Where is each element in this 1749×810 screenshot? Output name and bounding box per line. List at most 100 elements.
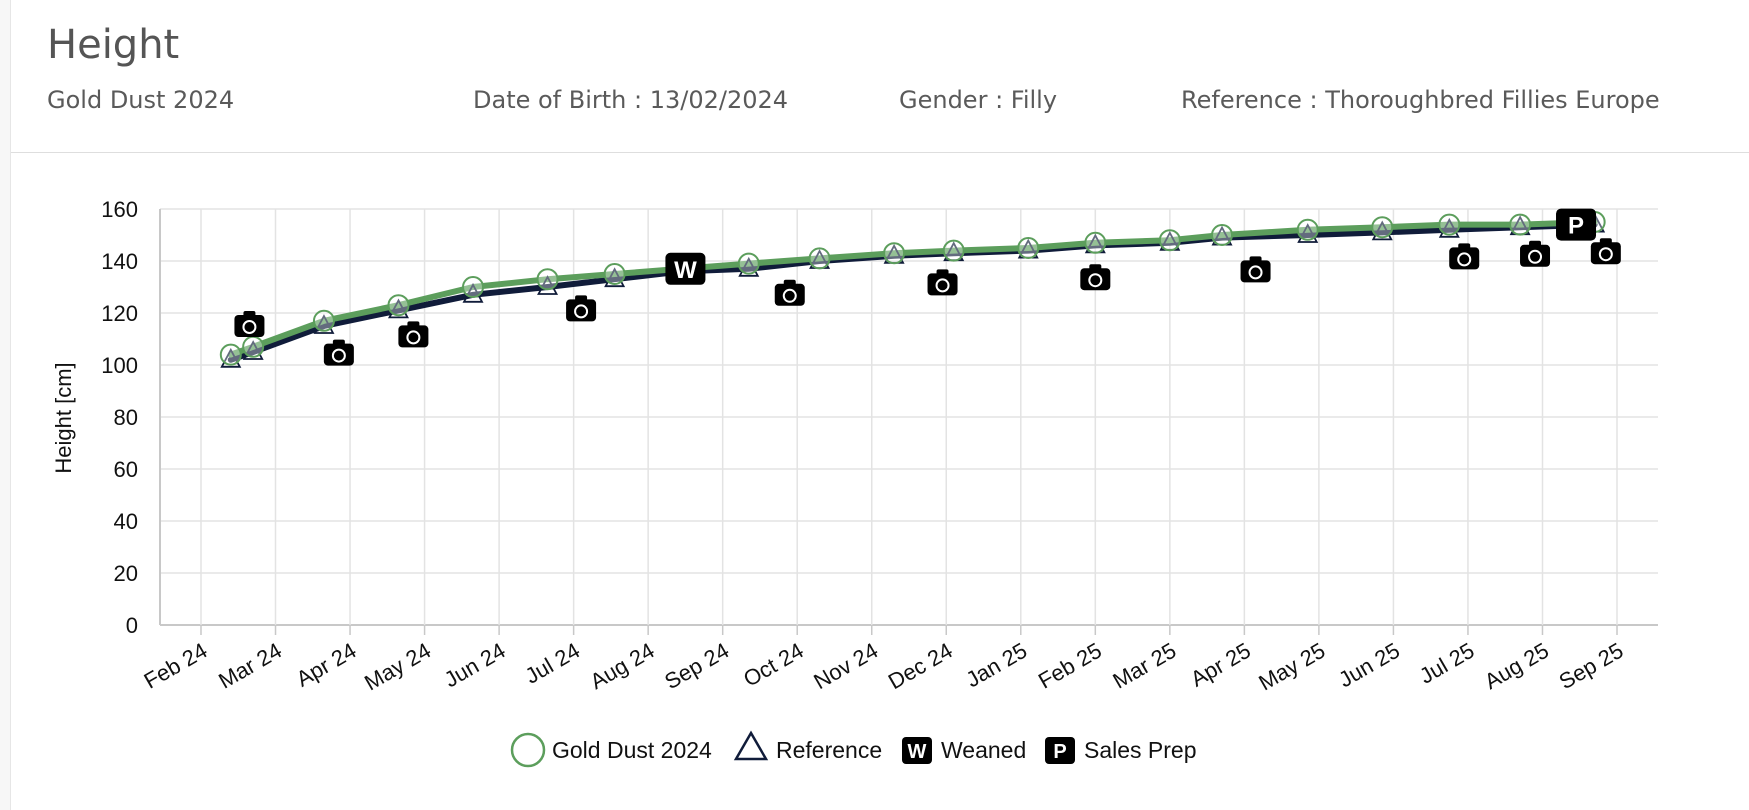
event-marker-box (665, 252, 706, 285)
markers: WP (233, 208, 1622, 367)
horse-point[interactable] (1084, 231, 1107, 254)
camera-icon[interactable] (926, 268, 959, 297)
x-tick-label: Dec 24 (884, 638, 957, 695)
reference-point[interactable] (1438, 217, 1460, 238)
legend-label-weaned: Weaned (941, 737, 1026, 763)
weaned-icon (902, 737, 932, 764)
reference-point[interactable] (313, 314, 335, 334)
camera-icon[interactable] (1519, 239, 1552, 268)
y-tick-label: 20 (114, 561, 138, 586)
camera-icon[interactable] (1079, 263, 1112, 292)
reference-point[interactable] (537, 275, 559, 295)
reference-info: Reference : Thoroughbred Fillies Europe (1181, 86, 1660, 114)
x-tick-label: Mar 24 (214, 638, 286, 694)
sales-prep-icon-glyph: P (1053, 741, 1066, 763)
reference-point[interactable] (220, 347, 242, 368)
horse-point[interactable] (242, 335, 265, 358)
sales-prep-icon (1045, 737, 1075, 764)
reference-point[interactable] (242, 340, 264, 360)
x-tick-label: May 24 (360, 638, 435, 696)
horse-point[interactable] (1438, 213, 1461, 236)
horse-point[interactable] (1509, 213, 1532, 236)
y-tick-label: 0 (126, 613, 138, 638)
horse-point[interactable] (387, 294, 410, 317)
horse-point[interactable] (462, 276, 485, 298)
x-tick-label: Mar 25 (1109, 638, 1181, 694)
sales-prep-marker[interactable]: P (1556, 208, 1597, 241)
legend-circle-icon (510, 732, 546, 768)
camera-icon[interactable] (233, 310, 266, 338)
horse-point[interactable] (737, 252, 760, 275)
legend-item-weaned[interactable]: W Weaned (902, 737, 1026, 764)
reference-point[interactable] (462, 282, 484, 303)
x-tick-label: Sep 25 (1555, 638, 1628, 695)
reference-point[interactable] (738, 256, 760, 277)
horse-point[interactable] (603, 263, 626, 285)
x-tick-label: Nov 24 (809, 638, 882, 695)
chart-card: Height Gold Dust 2024 Date of Birth : 13… (10, 0, 1749, 810)
legend: Gold Dust 2024 Reference W Weaned P Sale… (510, 730, 1197, 768)
date-of-birth: Date of Birth : 13/02/2024 (473, 86, 789, 114)
horse-name: Gold Dust 2024 (47, 86, 235, 114)
x-tick-label: May 25 (1254, 638, 1329, 696)
legend-item-horse[interactable]: Gold Dust 2024 (510, 732, 712, 768)
event-marker-box (1556, 208, 1597, 241)
reference-point[interactable] (1297, 223, 1319, 243)
y-tick-label: 60 (114, 457, 138, 482)
horse-point[interactable] (312, 309, 335, 332)
camera-icon[interactable] (773, 278, 806, 307)
series-line-triangle (227, 221, 1598, 363)
horse-point[interactable] (219, 343, 242, 366)
horse-point[interactable] (1017, 237, 1040, 259)
page-title: Height (47, 22, 180, 68)
x-tick-label: Jun 25 (1334, 638, 1404, 693)
reference-point[interactable] (1371, 220, 1393, 241)
gender: Gender : Filly (899, 86, 1058, 114)
x-tick-label: Apr 25 (1186, 638, 1255, 692)
legend-label-reference: Reference (776, 737, 882, 763)
horse-point[interactable] (1296, 218, 1319, 241)
y-tick-label: 100 (101, 353, 138, 378)
horse-point[interactable] (536, 268, 559, 291)
x-tick-label: Feb 25 (1034, 638, 1106, 694)
x-tick-label: Jul 25 (1415, 638, 1478, 689)
x-tick-label: Sep 24 (660, 638, 733, 695)
horse-point[interactable] (942, 239, 965, 262)
camera-icon[interactable] (565, 294, 598, 323)
legend-item-sales-prep[interactable]: P Sales Prep (1045, 737, 1197, 764)
horse-point[interactable] (1371, 216, 1394, 239)
x-tick-label: Aug 24 (586, 638, 659, 695)
chart-header: Height Gold Dust 2024 Date of Birth : 13… (11, 0, 1749, 153)
legend-triangle-icon (733, 730, 769, 761)
series-line-circle (227, 219, 1598, 358)
legend-label-sales-prep: Sales Prep (1084, 737, 1197, 763)
x-tick-label: Apr 24 (292, 638, 361, 692)
event-marker-glyph: P (1568, 213, 1584, 240)
horse-point[interactable] (1211, 224, 1234, 246)
y-tick-label: 80 (114, 405, 138, 430)
x-tick-label: Oct 24 (739, 638, 808, 692)
y-tick-label: 40 (114, 509, 138, 534)
horse-point[interactable] (883, 242, 906, 265)
x-tick-label: Jun 24 (440, 638, 510, 693)
x-tick-label: Feb 24 (140, 638, 212, 694)
y-axis-label: Height [cm] (51, 362, 76, 473)
weaned-icon-glyph: W (908, 741, 927, 763)
x-tick-label: Aug 25 (1480, 638, 1553, 695)
y-tick-label: 160 (101, 197, 138, 222)
camera-icon[interactable] (1448, 242, 1481, 271)
series (219, 211, 1606, 368)
x-tick-label: Jul 24 (521, 638, 584, 689)
legend-item-reference[interactable]: Reference (733, 730, 882, 763)
reference-point[interactable] (604, 267, 626, 288)
weaned-marker[interactable]: W (665, 252, 706, 285)
y-tick-label: 140 (101, 249, 138, 274)
grid (159, 208, 1658, 635)
reference-point[interactable] (387, 298, 409, 319)
y-tick-label: 120 (101, 301, 138, 326)
horse-point[interactable] (808, 247, 831, 270)
horse-point[interactable] (1158, 229, 1181, 252)
event-marker-glyph: W (674, 257, 697, 284)
